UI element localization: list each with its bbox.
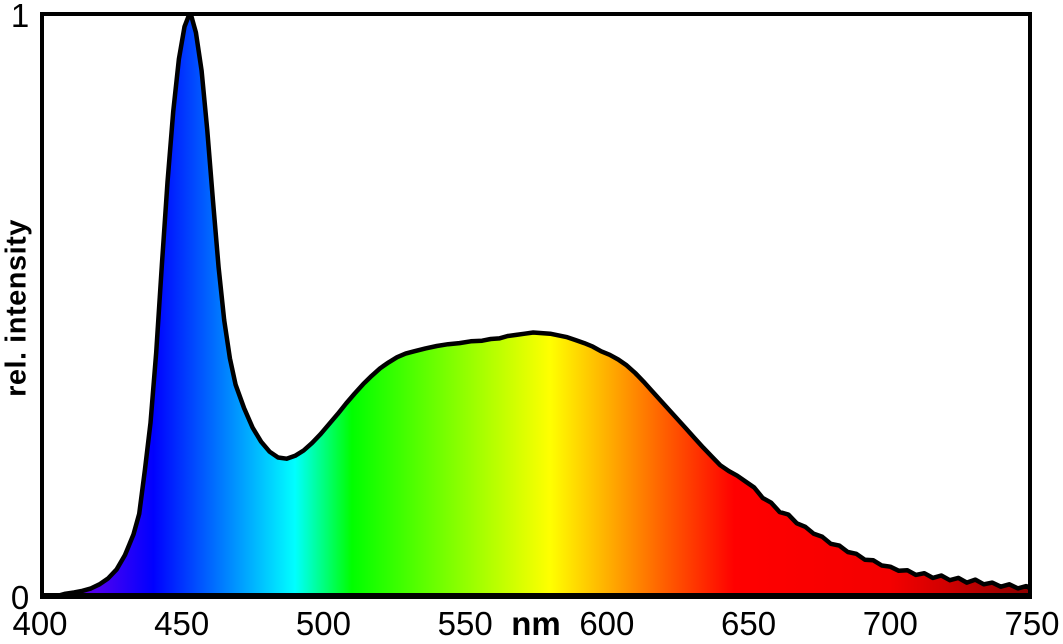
x-tick-label: 450	[154, 605, 210, 642]
x-axis-unit-label: nm	[511, 605, 561, 642]
spectrum-area-fill	[40, 12, 1032, 599]
x-tick-label: 600	[579, 605, 635, 642]
x-tick-label: 700	[862, 605, 918, 642]
x-tick-label: 500	[295, 605, 351, 642]
plot-frame	[40, 12, 1032, 599]
spectrum-curve	[40, 12, 1032, 599]
x-tick-label: 550	[437, 605, 493, 642]
x-tick-label: 750	[1004, 605, 1060, 642]
y-axis-label: rel. intensity	[0, 219, 33, 397]
x-tick-label: 650	[721, 605, 777, 642]
y-tick-label-min: 0	[10, 579, 30, 616]
x-tick-label: 400	[12, 605, 68, 642]
y-tick-label-max: 1	[10, 0, 30, 34]
x-axis-ticks: 400 450 500 550 600 650 700 750	[0, 607, 1063, 644]
plot-area	[40, 12, 1032, 599]
